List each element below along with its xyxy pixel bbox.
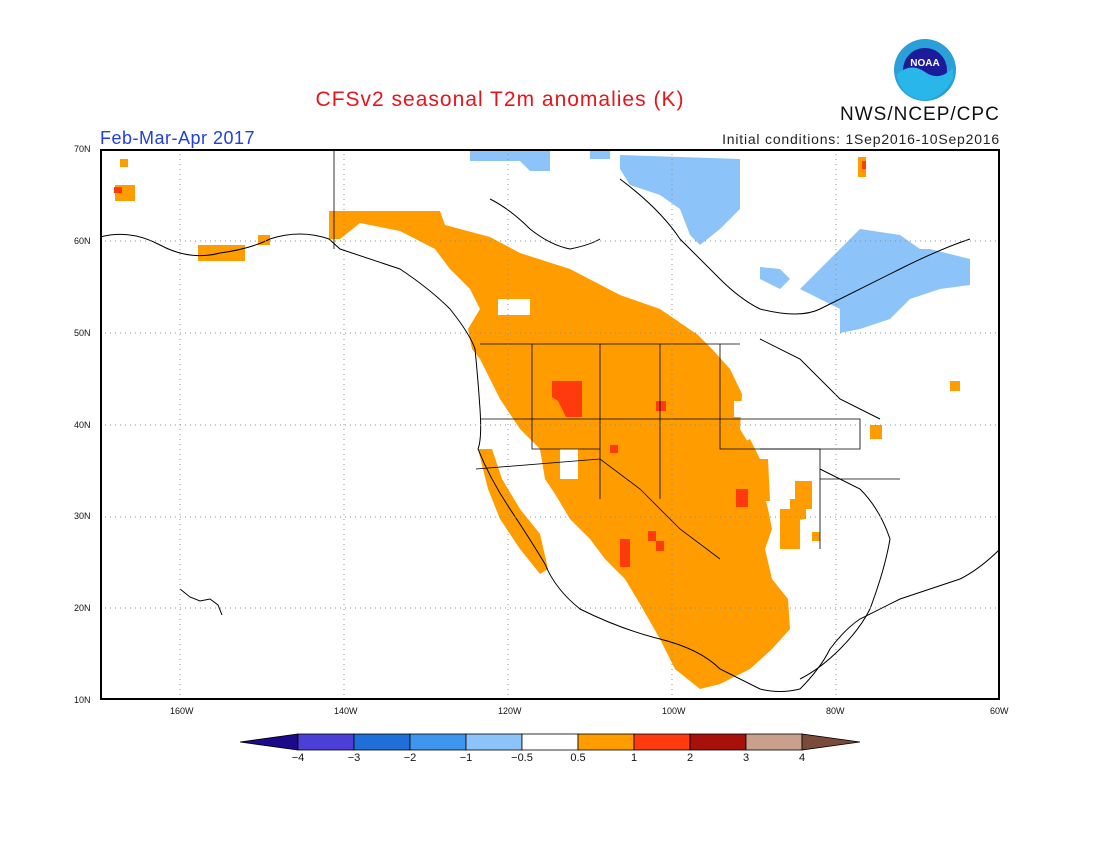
colorbar-tick-label: −4 — [291, 752, 305, 764]
colorbar-tick-label: 0.5 — [570, 752, 586, 764]
colorbar-cell — [801, 733, 860, 751]
coastlines — [100, 178, 1000, 692]
anomaly-fill-white-gaps — [498, 299, 746, 479]
initial-conditions: Initial conditions: 1Sep2016-10Sep2016 — [722, 131, 1000, 147]
colorbar-tick-label: 2 — [686, 752, 694, 764]
borders — [333, 149, 900, 560]
anomaly-fill-blue — [470, 151, 970, 333]
map-frame — [100, 149, 1000, 700]
anomaly-fill-red — [114, 161, 866, 567]
agency-label: NWS/NCEP/CPC — [840, 104, 1000, 125]
lat-tick-label: 20N — [74, 603, 91, 614]
lat-tick-label: 50N — [74, 327, 91, 338]
colorbar-tick-label: 1 — [630, 752, 638, 764]
lon-tick-label: 60W — [990, 706, 1009, 716]
lat-tick-label: 60N — [74, 235, 91, 246]
gridlines — [100, 149, 1000, 700]
colorbar-cell — [353, 733, 411, 751]
lon-tick-label: 140W — [334, 706, 358, 716]
lon-tick-label: 120W — [498, 706, 522, 716]
colorbar-cell — [745, 733, 803, 751]
colorbar-tick-label: −3 — [347, 752, 361, 764]
forecast-period: Feb-Mar-Apr 2017 — [100, 128, 256, 148]
colorbar-cell — [409, 733, 467, 751]
colorbar-cell — [633, 733, 691, 751]
colorbar-tick-label: 3 — [742, 752, 750, 764]
anomaly-map — [100, 149, 1000, 700]
colorbar-cell — [577, 733, 635, 751]
noaa-logo: NOAA — [894, 39, 956, 101]
lat-tick-label: 10N — [74, 695, 91, 705]
colorbar-cell — [521, 733, 579, 751]
svg-text:NOAA: NOAA — [910, 58, 939, 69]
lat-tick-label: 70N — [74, 144, 91, 154]
colorbar-tick-label: −2 — [403, 752, 417, 764]
colorbar-cell — [689, 733, 747, 751]
lon-tick-label: 100W — [662, 706, 686, 716]
chart-title: CFSv2 seasonal T2m anomalies (K) — [315, 88, 685, 111]
colorbar-tick-label: −0.5 — [511, 752, 533, 764]
lon-tick-label: 80W — [826, 706, 845, 716]
colorbar-tick-label: 4 — [798, 752, 806, 764]
colorbar-cell — [297, 733, 355, 751]
colorbar-cell — [465, 733, 523, 751]
lon-tick-label: 160W — [170, 706, 194, 716]
anomaly-fill-orange — [115, 157, 960, 689]
lat-tick-label: 40N — [74, 419, 91, 430]
colorbar — [240, 733, 860, 751]
lat-tick-label: 30N — [74, 511, 91, 522]
colorbar-cell — [240, 733, 299, 751]
colorbar-tick-label: −1 — [459, 752, 473, 764]
